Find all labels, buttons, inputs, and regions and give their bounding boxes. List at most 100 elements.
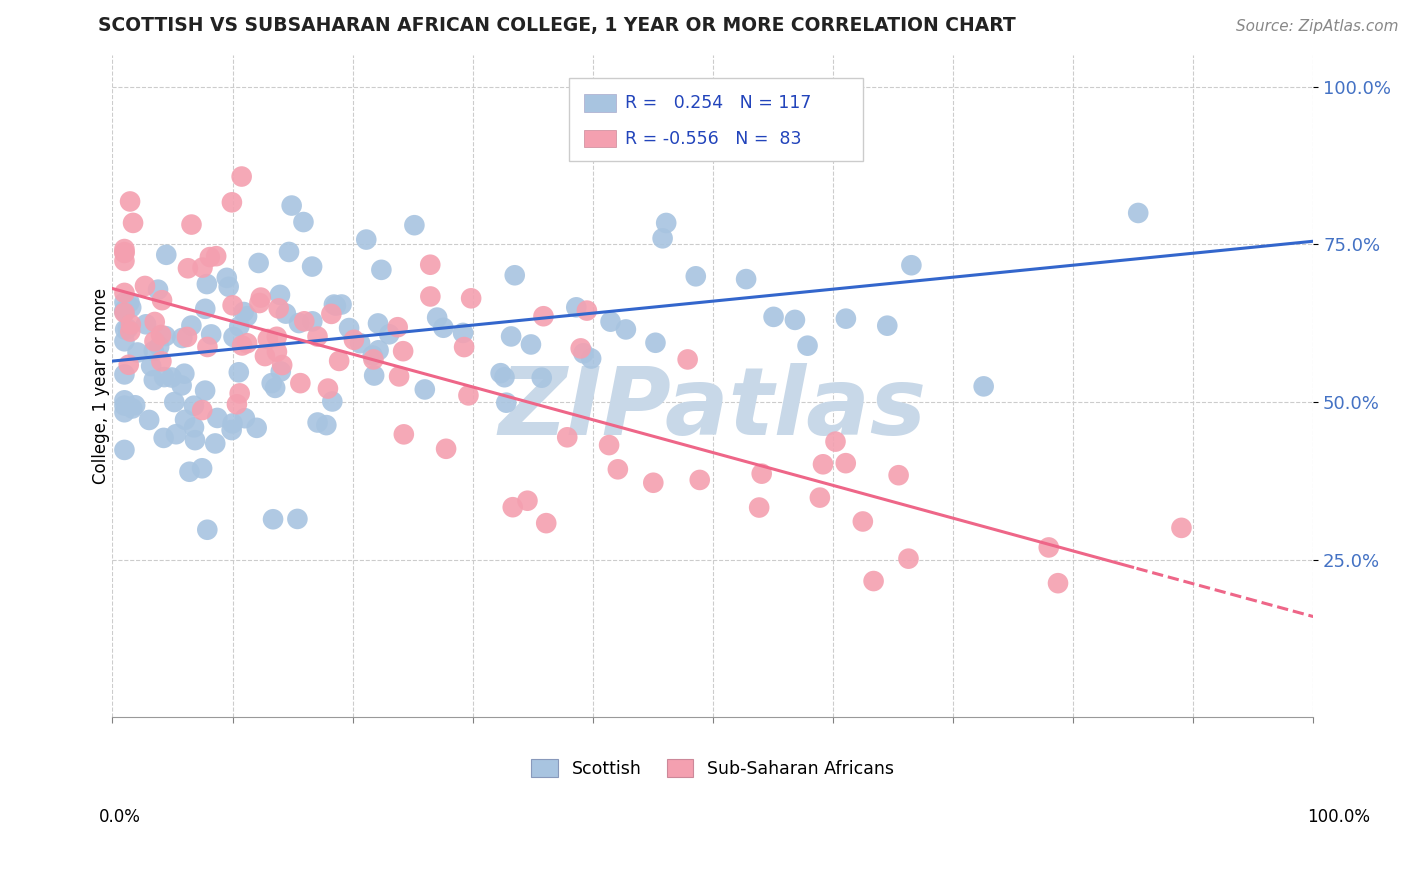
Point: [207, 411, 229, 425]
Point: [260, 376, 283, 390]
Point: [194, 384, 217, 398]
Point: [1170, 521, 1192, 535]
Point: [503, 268, 526, 283]
Point: [236, 336, 259, 351]
Point: [280, 198, 302, 212]
Point: [274, 307, 297, 321]
Point: [143, 334, 166, 349]
Point: [973, 379, 995, 393]
Point: [246, 421, 269, 435]
Point: [835, 456, 858, 470]
Point: [155, 329, 177, 343]
Point: [232, 305, 254, 319]
Point: [120, 301, 142, 315]
Point: [191, 461, 214, 475]
Point: [150, 354, 173, 368]
Point: [174, 413, 197, 427]
Point: [572, 346, 595, 360]
Point: [228, 319, 250, 334]
FancyBboxPatch shape: [569, 78, 863, 161]
Point: [614, 322, 637, 336]
Point: [457, 388, 479, 402]
Point: [453, 340, 475, 354]
Point: [114, 254, 136, 268]
Point: [651, 231, 673, 245]
Text: Source: ZipAtlas.com: Source: ZipAtlas.com: [1236, 20, 1399, 34]
Point: [316, 382, 339, 396]
Point: [735, 272, 758, 286]
Point: [565, 301, 588, 315]
Point: [152, 431, 174, 445]
Point: [555, 430, 578, 444]
Text: 100.0%: 100.0%: [1308, 808, 1369, 826]
Legend: Scottish, Sub-Saharan Africans: Scottish, Sub-Saharan Africans: [524, 752, 901, 785]
Point: [124, 398, 146, 412]
Point: [122, 216, 145, 230]
Point: [330, 297, 353, 311]
Point: [204, 436, 226, 450]
Point: [363, 352, 385, 367]
Point: [762, 310, 785, 324]
Point: [579, 351, 602, 366]
Point: [367, 343, 389, 358]
Point: [222, 330, 245, 344]
Point: [361, 349, 384, 363]
Point: [501, 329, 523, 343]
Point: [751, 467, 773, 481]
Point: [606, 462, 628, 476]
Point: [419, 258, 441, 272]
Point: [114, 303, 136, 318]
Point: [114, 304, 136, 318]
Point: [172, 331, 194, 345]
Point: [114, 442, 136, 457]
Point: [292, 215, 315, 229]
Point: [247, 256, 270, 270]
Point: [432, 320, 454, 334]
Point: [173, 367, 195, 381]
Point: [153, 370, 176, 384]
Point: [121, 401, 143, 416]
Point: [325, 299, 347, 313]
Point: [434, 442, 457, 456]
Point: [195, 523, 218, 537]
Point: [114, 242, 136, 256]
Point: [221, 423, 243, 437]
Point: [221, 417, 243, 431]
Point: [138, 413, 160, 427]
Text: ZIPatlas: ZIPatlas: [499, 364, 927, 456]
Point: [388, 369, 411, 384]
Point: [114, 295, 136, 310]
Point: [426, 310, 449, 325]
Point: [150, 293, 173, 308]
Text: SCOTTISH VS SUBSAHARAN AFRICAN COLLEGE, 1 YEAR OR MORE CORRELATION CHART: SCOTTISH VS SUBSAHARAN AFRICAN COLLEGE, …: [98, 16, 1017, 35]
Point: [599, 315, 621, 329]
Point: [363, 368, 385, 383]
Text: R = -0.556   N =  83: R = -0.556 N = 83: [626, 129, 801, 148]
Point: [228, 386, 250, 401]
Point: [114, 306, 136, 320]
Point: [218, 279, 240, 293]
Point: [264, 381, 287, 395]
Point: [824, 434, 846, 449]
Point: [165, 427, 187, 442]
Point: [163, 395, 186, 409]
Point: [748, 500, 770, 515]
Point: [301, 260, 323, 274]
Point: [530, 370, 553, 384]
Point: [221, 298, 243, 312]
Point: [191, 260, 214, 275]
Point: [117, 322, 139, 336]
Point: [811, 457, 834, 471]
Point: [146, 283, 169, 297]
Point: [321, 307, 343, 321]
Point: [249, 296, 271, 310]
Point: [460, 291, 482, 305]
Point: [236, 310, 259, 324]
Point: [143, 315, 166, 329]
Point: [221, 195, 243, 210]
Point: [150, 328, 173, 343]
Text: 0.0%: 0.0%: [98, 808, 141, 826]
Point: [685, 269, 707, 284]
Point: [343, 333, 366, 347]
FancyBboxPatch shape: [585, 95, 616, 112]
